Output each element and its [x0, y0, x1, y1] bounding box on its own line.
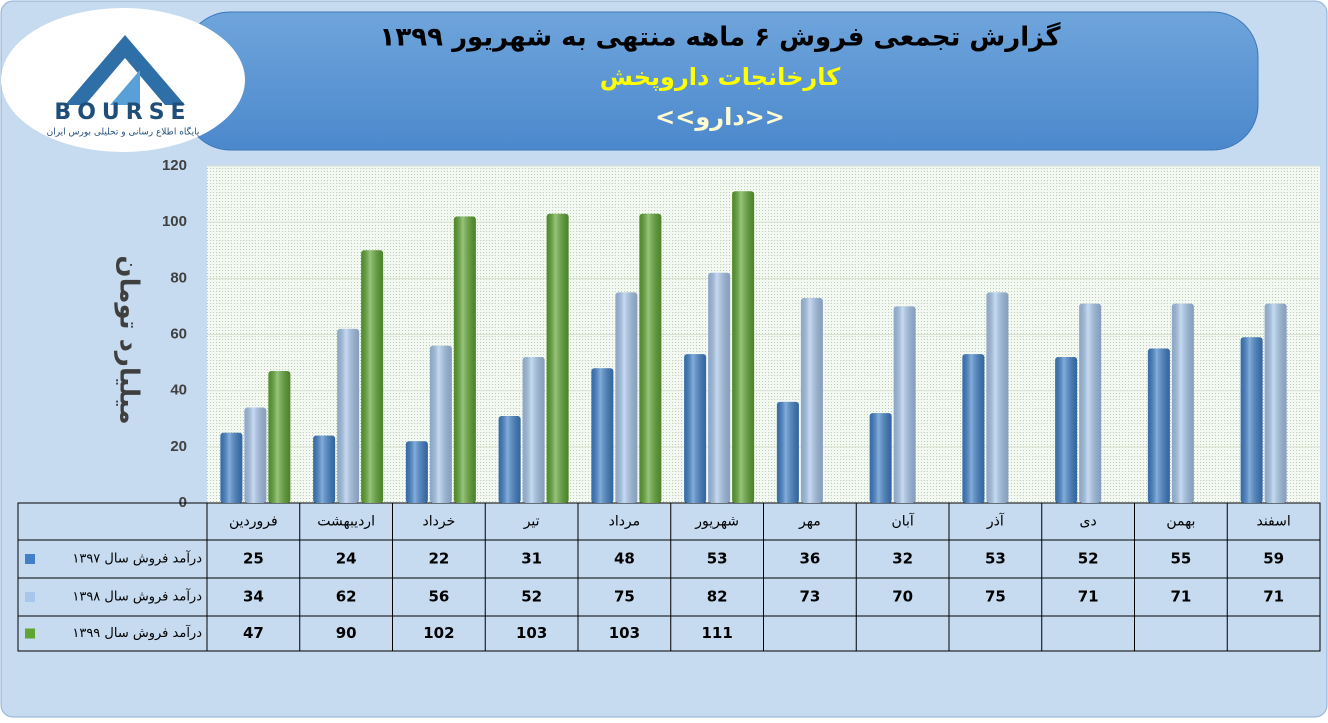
- table-value: 71: [1078, 588, 1099, 606]
- legend-label: درآمد فروش سال ۱۳۹۷: [72, 550, 202, 567]
- legend-swatch: [25, 628, 35, 639]
- table-value: 59: [1263, 550, 1284, 568]
- bar: [244, 407, 267, 503]
- bar: [498, 415, 521, 503]
- table-value: 55: [1170, 550, 1191, 568]
- bar: [1055, 356, 1078, 503]
- logo-shape: [110, 70, 140, 105]
- bar: [591, 368, 614, 503]
- x-tick-label: مهر: [798, 514, 821, 530]
- y-tick-label: 100: [162, 213, 187, 230]
- bar: [220, 432, 243, 503]
- table-value: 32: [892, 550, 913, 568]
- chart-title: گزارش تجمعی فروش ۶ ماهه منتهی به شهریور …: [380, 22, 1062, 53]
- table-value: 90: [336, 624, 357, 642]
- table-value: 56: [428, 588, 449, 606]
- bar: [337, 328, 360, 503]
- bar: [1147, 348, 1170, 503]
- bar: [1079, 303, 1102, 503]
- table-value: 48: [614, 550, 635, 568]
- x-tick-label: اسفند: [1256, 514, 1290, 530]
- table-value: 62: [336, 588, 357, 606]
- bar: [429, 345, 452, 503]
- table-value: 71: [1170, 588, 1191, 606]
- x-tick-label: تیر: [523, 514, 540, 530]
- legend-label: درآمد فروش سال ۱۳۹۸: [72, 588, 202, 605]
- y-tick-label: 40: [170, 382, 187, 399]
- chart-subtitle: کارخانجات داروپخش: [600, 63, 840, 91]
- table-value: 47: [243, 624, 264, 642]
- table-value: 111: [701, 624, 732, 642]
- bar: [313, 435, 336, 503]
- bar: [639, 213, 662, 503]
- bar: [732, 191, 755, 503]
- table-value: 75: [614, 588, 635, 606]
- bar: [708, 272, 731, 503]
- legend-label: درآمد فروش سال ۱۳۹۹: [72, 624, 202, 641]
- x-tick-label: آذر: [986, 513, 1005, 530]
- table-value: 53: [707, 550, 728, 568]
- table-value: 71: [1263, 588, 1284, 606]
- table-value: 24: [336, 550, 357, 568]
- bar: [893, 306, 916, 503]
- logo-shape: [65, 35, 185, 105]
- logo-caption: پایگاه اطلاع رسانی و تحلیلی بورس ایران: [47, 126, 200, 138]
- y-tick-label: 60: [170, 325, 187, 342]
- x-tick-label: مرداد: [609, 514, 641, 530]
- x-tick-label: بهمن: [1166, 514, 1195, 530]
- table-value: 34: [243, 588, 264, 606]
- bar: [453, 216, 476, 504]
- y-tick-label: 20: [170, 438, 187, 455]
- y-tick-label: 80: [170, 269, 187, 286]
- table-value: 31: [521, 550, 542, 568]
- y-tick-label: 0: [179, 494, 187, 511]
- bar: [684, 354, 707, 503]
- bar: [869, 413, 892, 503]
- x-tick-label: اردیبهشت: [317, 514, 375, 530]
- table-value: 82: [707, 588, 728, 606]
- bar: [776, 401, 799, 503]
- table-value: 70: [892, 588, 913, 606]
- table-value: 22: [428, 550, 449, 568]
- bar: [522, 356, 545, 503]
- x-tick-label: خرداد: [423, 514, 456, 530]
- bar: [1240, 337, 1263, 503]
- table-value: 75: [985, 588, 1006, 606]
- table-value: 103: [609, 624, 640, 642]
- x-tick-label: فروردین: [229, 514, 278, 530]
- bar: [1171, 303, 1194, 503]
- y-tick-label: 120: [162, 157, 187, 174]
- bar: [1264, 303, 1287, 503]
- logo-text: BOURSE: [54, 100, 191, 125]
- bar: [986, 292, 1009, 503]
- x-tick-label: آبان: [891, 513, 914, 530]
- annotation: <<دارو>>: [655, 103, 785, 131]
- x-tick-label: دی: [1080, 514, 1097, 530]
- table-value: 52: [521, 588, 542, 606]
- table-value: 52: [1078, 550, 1099, 568]
- legend-swatch: [25, 592, 35, 602]
- bar: [615, 292, 638, 503]
- bar: [268, 371, 291, 503]
- bar: [962, 354, 985, 503]
- bar: [405, 441, 428, 503]
- table-value: 36: [799, 550, 820, 568]
- table-value: 103: [516, 624, 547, 642]
- y-axis-label: میلیارد تومان: [114, 255, 144, 424]
- table-value: 73: [799, 588, 820, 606]
- x-tick-label: شهریور: [694, 514, 739, 530]
- table-value: 102: [423, 624, 454, 642]
- bar: [800, 297, 823, 503]
- table-value: 25: [243, 550, 264, 568]
- logo-background: [1, 8, 245, 152]
- logo: BOURSE پایگاه اطلاع رسانی و تحلیلی بورس …: [1, 8, 245, 152]
- legend-swatch: [25, 554, 35, 564]
- bar: [361, 250, 384, 503]
- bar: [546, 213, 569, 503]
- table-value: 53: [985, 550, 1006, 568]
